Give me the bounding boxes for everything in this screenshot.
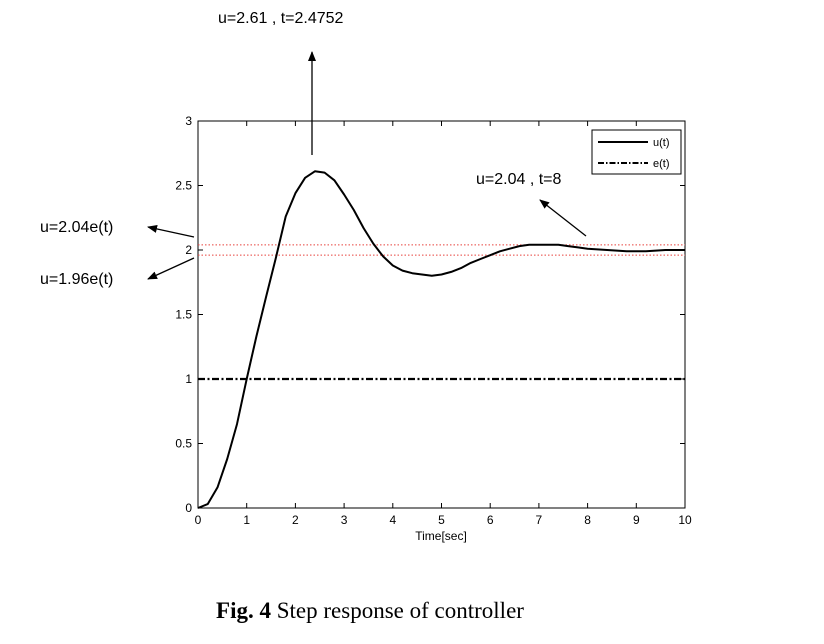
y-axis-ticks: 0 0.5 1 1.5 2 2.5 3 <box>175 114 685 515</box>
arrow-steady <box>539 199 587 237</box>
x-tick-label: 6 <box>487 513 494 527</box>
x-tick-label: 7 <box>536 513 543 527</box>
y-tick-label: 1 <box>185 372 192 386</box>
caption-text: Step response of controller <box>271 598 524 623</box>
legend-box <box>591 129 682 175</box>
annotation-steady: u=2.04 , t=8 <box>476 171 562 188</box>
x-tick-label: 5 <box>438 513 445 527</box>
x-tick-label: 9 <box>633 513 640 527</box>
x-tick-label: 4 <box>389 513 396 527</box>
y-tick-label: 0 <box>185 501 192 515</box>
arrow-lower-band <box>147 257 195 280</box>
arrow-upper-band <box>147 225 195 238</box>
legend-label-e: e(t) <box>653 158 670 170</box>
x-axis-ticks: 0 1 2 3 4 5 6 7 8 9 10 <box>195 121 692 527</box>
x-tick-label: 1 <box>243 513 250 527</box>
series-layer <box>197 170 685 509</box>
caption-label: Fig. 4 <box>216 598 271 623</box>
y-tick-label: 2.5 <box>175 179 192 193</box>
annotation-peak: u=2.61 , t=2.4752 <box>218 10 344 27</box>
x-tick-label: 10 <box>678 513 692 527</box>
series-line-u <box>197 170 685 509</box>
legend-label-u: u(t) <box>653 137 670 149</box>
annotation-upper-band: u=2.04e(t) <box>40 219 113 236</box>
y-tick-label: 3 <box>185 114 192 128</box>
plot-area <box>197 120 686 509</box>
x-axis-label: Time[sec] <box>415 529 467 543</box>
x-tick-label: 2 <box>292 513 299 527</box>
y-tick-label: 0.5 <box>175 437 192 451</box>
x-tick-label: 3 <box>341 513 348 527</box>
x-tick-label: 0 <box>195 513 202 527</box>
annotation-lower-band: u=1.96e(t) <box>40 271 113 288</box>
y-tick-label: 1.5 <box>175 308 192 322</box>
figure-caption: Fig. 4 Step response of controller <box>0 598 740 624</box>
legend: u(t) e(t) <box>591 129 682 175</box>
x-tick-label: 8 <box>584 513 591 527</box>
y-tick-label: 2 <box>185 243 192 257</box>
